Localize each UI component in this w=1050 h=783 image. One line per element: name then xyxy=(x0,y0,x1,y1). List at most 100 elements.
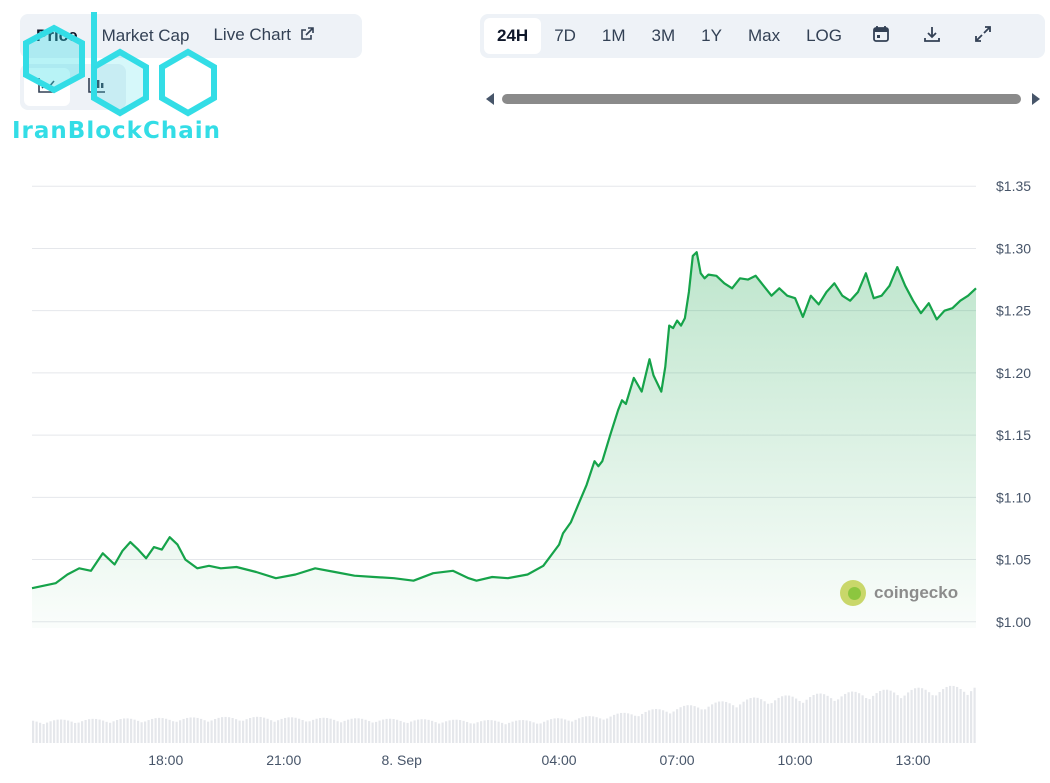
volume-bar xyxy=(553,718,556,743)
y-tick-label: $1.05 xyxy=(996,552,1031,568)
download-button[interactable] xyxy=(906,18,957,54)
volume-bar xyxy=(375,721,378,743)
range-24h-button[interactable]: 24H xyxy=(484,18,542,54)
volume-bar xyxy=(868,699,871,743)
volume-bar xyxy=(165,718,168,743)
range-1y-button[interactable]: 1Y xyxy=(701,26,722,45)
volume-bar xyxy=(434,722,437,743)
volume-bar xyxy=(406,722,409,743)
volume-bar xyxy=(179,720,182,743)
volume-bar xyxy=(938,691,941,743)
volume-bar xyxy=(802,702,805,743)
volume-bar xyxy=(844,693,847,743)
volume-bar xyxy=(917,687,920,743)
volume-bar xyxy=(546,720,549,743)
volume-bar xyxy=(413,720,416,743)
volume-bar xyxy=(333,719,336,743)
volume-bar xyxy=(690,705,693,743)
iranblockchain-logo-text: IranBlockChain xyxy=(12,118,221,144)
volume-bar xyxy=(168,719,171,743)
volume-bar xyxy=(704,709,707,743)
volume-bar xyxy=(879,690,882,743)
volume-bar xyxy=(501,722,504,743)
volume-bar xyxy=(126,718,129,743)
volume-bar xyxy=(672,711,675,743)
volume-bar xyxy=(770,703,773,743)
volume-bar xyxy=(795,698,798,743)
range-3m-button[interactable]: 3M xyxy=(651,26,676,45)
volume-bar xyxy=(490,720,493,743)
volume-bar xyxy=(382,719,385,743)
volume-bar xyxy=(312,719,315,743)
volume-bar xyxy=(581,717,584,743)
y-tick-label: $1.15 xyxy=(996,427,1031,443)
volume-bar xyxy=(812,694,815,743)
range-7d-button[interactable]: 7D xyxy=(554,26,576,45)
volume-bar xyxy=(777,697,780,743)
volume-bar xyxy=(130,718,133,743)
volume-bar xyxy=(403,722,406,743)
volume-bar xyxy=(662,710,665,743)
volume-bar xyxy=(735,707,738,743)
volume-bar xyxy=(840,696,843,743)
volume-bar xyxy=(182,718,185,743)
volume-bar xyxy=(56,719,59,743)
volume-bar xyxy=(718,701,721,743)
volume-bar xyxy=(536,723,539,743)
y-axis-labels: $1.35 $1.30 $1.25 $1.20 $1.15 $1.10 $1.05 $1.00 xyxy=(996,178,1031,630)
volume-bar xyxy=(599,718,602,743)
y-tick-label: $1.35 xyxy=(996,178,1031,194)
volume-bar xyxy=(238,720,241,743)
volume-bar xyxy=(249,717,252,743)
tab-live-chart[interactable]: Live Chart xyxy=(201,18,326,54)
volume-bar xyxy=(637,716,640,743)
volume-bar xyxy=(851,691,854,743)
volume-bar xyxy=(914,688,917,743)
volume-bar xyxy=(154,718,157,743)
range-max-button[interactable]: Max xyxy=(747,26,781,45)
x-tick-label: 8. Sep xyxy=(381,752,422,768)
volume-bar xyxy=(945,686,948,743)
volume-bar xyxy=(39,722,42,743)
volume-bar xyxy=(515,720,518,743)
volume-bar xyxy=(655,708,658,743)
volume-bar xyxy=(424,719,427,743)
volume-bar xyxy=(931,695,934,743)
tab-market-cap[interactable]: Market Cap xyxy=(101,26,190,45)
volume-bar xyxy=(123,718,126,743)
volume-bar xyxy=(417,719,420,743)
log-scale-button[interactable]: LOG xyxy=(806,26,842,45)
range-navigator-thumb[interactable] xyxy=(502,94,1021,104)
volume-bar xyxy=(200,718,203,743)
range-1m-button[interactable]: 1M xyxy=(601,26,626,45)
volume-bar xyxy=(147,720,150,743)
volume-bar xyxy=(319,718,322,743)
volume-bar xyxy=(935,695,938,743)
volume-bar xyxy=(634,715,637,743)
price-chart: $1.35 $1.30 $1.25 $1.20 $1.15 $1.10 $1.05 $1.00… xyxy=(31,178,1031,768)
iranblockchain-logo xyxy=(12,12,224,144)
volume-bar xyxy=(427,719,430,743)
scroll-right-arrow[interactable] xyxy=(1032,93,1040,105)
volume-bar xyxy=(721,701,724,743)
x-tick-label: 04:00 xyxy=(542,752,577,768)
volume-bar xyxy=(158,717,161,743)
volume-bar xyxy=(560,718,563,743)
volume-bar xyxy=(259,716,262,743)
volume-bar xyxy=(133,719,136,743)
volume-bar xyxy=(714,702,717,743)
volume-bar xyxy=(683,705,686,743)
volume-bar xyxy=(378,720,381,743)
volume-bar xyxy=(329,718,332,743)
volume-bar xyxy=(725,701,728,743)
volume-bar xyxy=(504,724,507,743)
volume-bar xyxy=(784,695,787,743)
volume-bar xyxy=(781,696,784,743)
volume-bar xyxy=(452,719,455,743)
volume-bar xyxy=(753,697,756,743)
volume-bar xyxy=(420,719,423,743)
calendar-button[interactable] xyxy=(855,18,906,54)
scroll-left-arrow[interactable] xyxy=(486,93,494,105)
volume-bar xyxy=(819,693,822,743)
fullscreen-button[interactable] xyxy=(957,18,1008,54)
